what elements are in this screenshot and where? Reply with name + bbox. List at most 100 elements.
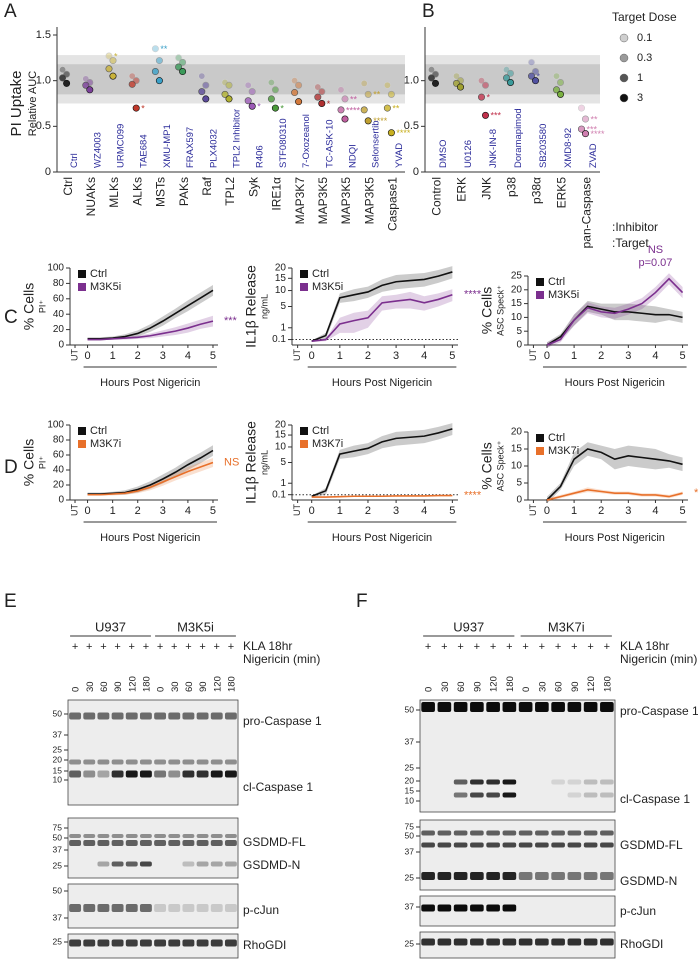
y-axis-label: IL1β Release xyxy=(243,265,259,348)
error-band xyxy=(546,442,683,504)
treatment-mark: + xyxy=(604,641,610,653)
legend-label: M3K5i xyxy=(90,281,121,293)
y-tick-label: 20 xyxy=(53,324,65,335)
blot-band xyxy=(600,792,614,798)
significance: * xyxy=(327,99,331,109)
treatment-mark: + xyxy=(539,641,545,653)
band-label: RhoGDI xyxy=(243,938,286,952)
treatment-mark: + xyxy=(474,641,480,653)
treatment-label: KLA 18hr xyxy=(243,639,292,653)
series-line xyxy=(311,428,453,497)
blot-band xyxy=(139,759,152,765)
legend-swatch xyxy=(300,270,308,278)
blot-band xyxy=(567,702,582,712)
blot-band xyxy=(69,939,82,947)
blot-band xyxy=(453,792,468,798)
legend-swatch xyxy=(536,291,544,299)
dose-dot xyxy=(248,88,256,96)
treatment-label: KLA 18hr xyxy=(620,639,669,653)
legend-label: M3K5i xyxy=(312,281,343,293)
time-value: 30 xyxy=(440,681,451,692)
blot-band xyxy=(182,759,195,765)
marker-label: 37 xyxy=(405,736,415,746)
blot-band xyxy=(125,904,138,912)
x-tick-label: 2 xyxy=(365,505,371,517)
dose-dot xyxy=(291,89,299,97)
inhibitor-label: Selonsertib xyxy=(371,120,382,168)
dose-dot xyxy=(527,58,535,66)
panel-letter: F xyxy=(356,591,368,612)
y-tick-label: 100 xyxy=(47,420,64,431)
x-tick-label: 0 xyxy=(309,505,315,517)
y-tick-label: 80 xyxy=(53,278,65,289)
blot-band xyxy=(83,939,96,947)
blot-band xyxy=(168,834,181,838)
legend-label: M3K7i xyxy=(312,438,343,450)
dose-dot xyxy=(202,81,210,89)
blot-band xyxy=(502,792,517,798)
blot-band xyxy=(97,840,110,846)
blot-band xyxy=(567,792,582,798)
time-value: 0 xyxy=(156,687,167,692)
blot-band xyxy=(210,939,223,947)
significance: ** xyxy=(160,44,168,54)
blot-band xyxy=(551,842,565,848)
target-label: Caspase1 xyxy=(386,177,400,231)
blot-band xyxy=(154,712,167,720)
blot-band xyxy=(600,779,614,785)
blot-band xyxy=(421,830,435,836)
legend-swatch xyxy=(300,427,308,435)
dose-dot xyxy=(221,90,229,98)
blot-band xyxy=(470,842,484,848)
blot-band xyxy=(600,830,614,836)
band-label: p-cJun xyxy=(243,903,279,917)
x-tick-label: 5 xyxy=(210,505,216,517)
time-label: Nigericin (min) xyxy=(243,652,320,666)
y-axis-label: ng/mL xyxy=(259,450,269,475)
dose-dot xyxy=(295,81,303,89)
dose-dot xyxy=(577,104,585,112)
blot-band xyxy=(224,939,237,947)
marker-label: 25 xyxy=(53,936,63,946)
legend-swatch xyxy=(619,73,629,83)
blot-band xyxy=(535,872,549,880)
y-tick-label: 1 xyxy=(280,478,286,489)
target-label: IRE1α xyxy=(270,177,284,211)
significance: ** xyxy=(373,90,381,100)
y-tick-label: 60 xyxy=(53,293,65,304)
inhibitor-label: JNK-IN-8 xyxy=(488,129,499,168)
blot-band xyxy=(567,830,582,836)
marker-label: 25 xyxy=(405,762,415,772)
time-value: 60 xyxy=(554,681,565,692)
significance: NS xyxy=(648,244,663,256)
x-tick-label: 2 xyxy=(598,505,604,517)
y-tick-label: 0 xyxy=(516,495,522,506)
group-label: M3K7i xyxy=(548,619,585,634)
x-tick-label: 0 xyxy=(309,350,315,362)
blot-band xyxy=(567,872,582,880)
panel-letter: D xyxy=(4,457,18,478)
y-tick-label: 10 xyxy=(275,285,287,296)
blot-band xyxy=(168,939,181,947)
panel-letter: C xyxy=(4,307,18,328)
significance: ** xyxy=(392,103,400,113)
blot-band xyxy=(83,840,96,846)
x-tick-label: 0 xyxy=(84,505,90,517)
treatment-mark: + xyxy=(72,641,78,653)
dose-dot xyxy=(456,83,464,91)
target-label: ALKs xyxy=(130,177,144,206)
x-axis-label: Hours Post Nigericin xyxy=(565,532,665,544)
inhibitor-label: TAE684 xyxy=(139,134,150,168)
dose-dot xyxy=(175,54,183,62)
y-tick-label: 0 xyxy=(58,495,64,506)
time-value: 30 xyxy=(85,681,96,692)
x-tick-label: 5 xyxy=(680,350,686,362)
marker-label: 25 xyxy=(405,938,415,948)
x-tick-label: 4 xyxy=(421,505,427,517)
legend-swatch xyxy=(78,427,86,435)
blot-band xyxy=(470,904,484,912)
blot-band xyxy=(125,840,138,846)
group-label: U937 xyxy=(453,619,484,634)
blot-band xyxy=(486,779,500,785)
time-value: 90 xyxy=(198,681,209,692)
